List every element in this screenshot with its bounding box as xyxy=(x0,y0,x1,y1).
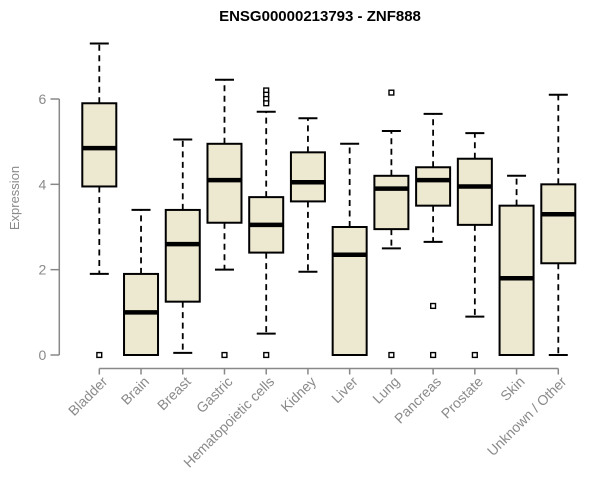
outlier-point xyxy=(388,351,395,359)
box-bladder xyxy=(81,102,118,188)
chart-title: ENSG00000213793 - ZNF888 xyxy=(219,8,421,25)
boxplot-group-gastric xyxy=(206,78,243,359)
boxplot-group-pancreas xyxy=(415,112,452,359)
boxplot-group-hematopoietic-cells xyxy=(248,87,285,359)
box-liver xyxy=(331,225,368,356)
box-kidney xyxy=(289,151,326,203)
category-label-kidney: Kidney xyxy=(277,373,319,415)
category-label-lung: Lung xyxy=(369,373,402,406)
boxplot-group-bladder xyxy=(81,42,118,359)
box-prostate xyxy=(456,157,493,226)
box-pancreas xyxy=(415,166,452,207)
outlier-point xyxy=(388,89,395,96)
boxplot-group-kidney xyxy=(289,117,326,273)
boxplot-group-skin xyxy=(498,174,535,356)
outlier-point xyxy=(430,351,437,359)
outlier-point xyxy=(96,351,103,359)
boxplot-group-liver xyxy=(331,142,368,356)
outlier-point xyxy=(263,100,270,107)
box-breast xyxy=(164,208,201,303)
category-label-bladder: Bladder xyxy=(65,373,111,419)
outlier-point xyxy=(471,351,478,359)
category-label-brain: Brain xyxy=(118,373,152,407)
category-label-unknown-other: Unknown / Other xyxy=(484,373,570,459)
category-label-prostate: Prostate xyxy=(438,373,486,421)
outlier-point xyxy=(430,302,437,310)
y-tick-label: 4 xyxy=(39,176,47,192)
boxplot-series xyxy=(81,42,577,359)
outlier-point xyxy=(221,351,228,359)
y-tick-label: 2 xyxy=(39,262,47,278)
category-label-breast: Breast xyxy=(154,373,194,413)
box-unknown-other xyxy=(540,183,577,265)
box-gastric xyxy=(206,142,243,224)
boxplot-group-brain xyxy=(123,208,160,357)
category-label-skin: Skin xyxy=(497,373,528,404)
boxplot-group-prostate xyxy=(456,132,493,359)
y-tick-label: 6 xyxy=(39,91,47,107)
boxplot-group-breast xyxy=(164,138,201,354)
boxplot-group-unknown-other xyxy=(540,93,577,356)
boxplot-group-lung xyxy=(373,89,410,359)
box-lung xyxy=(373,174,410,231)
category-label-liver: Liver xyxy=(328,373,361,406)
y-tick-label: 0 xyxy=(39,347,47,363)
outlier-point xyxy=(263,351,270,359)
y-axis-label: Expression xyxy=(7,166,22,230)
